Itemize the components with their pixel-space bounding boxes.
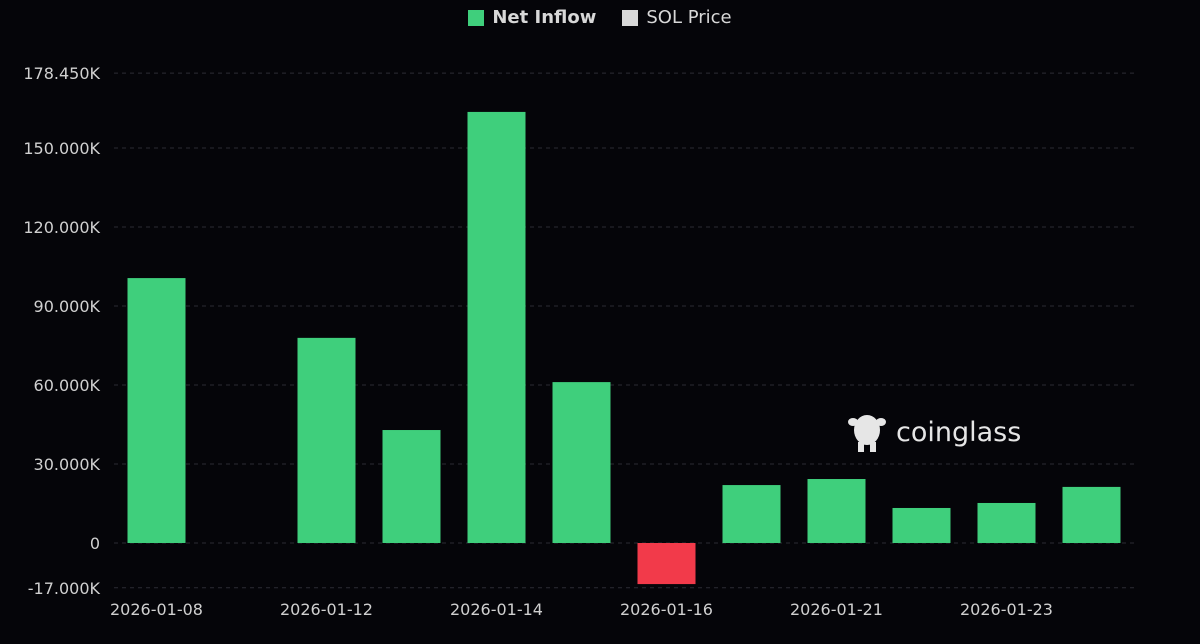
x-tick-label: 2026-01-16 — [620, 600, 713, 619]
legend-swatch — [468, 9, 485, 26]
bar — [297, 337, 356, 543]
y-tick-label: 90.000K — [34, 297, 101, 316]
legend-label: SOL Price — [646, 7, 732, 28]
bar — [382, 430, 441, 543]
bar — [892, 507, 951, 543]
bar — [977, 502, 1036, 543]
bar — [127, 278, 186, 543]
y-tick-label: 178.450K — [23, 64, 100, 83]
y-tick-label: 0 — [90, 534, 100, 553]
bar — [722, 485, 781, 543]
legend: Net Inflow SOL Price — [0, 7, 1200, 28]
legend-swatch — [622, 9, 639, 26]
x-tick-label: 2026-01-14 — [450, 600, 543, 619]
bar — [807, 479, 866, 543]
y-tick-label: 30.000K — [34, 455, 101, 474]
bar — [1062, 486, 1121, 543]
legend-label: Net Inflow — [492, 7, 597, 28]
bar — [467, 111, 526, 543]
x-tick-label: 2026-01-08 — [110, 600, 203, 619]
y-tick-label: -17.000K — [28, 579, 101, 598]
x-tick-label: 2026-01-12 — [280, 600, 373, 619]
coinglass-watermark: coinglass — [848, 410, 1021, 454]
coinglass-logo-icon — [848, 415, 886, 452]
y-tick-label: 120.000K — [23, 218, 100, 237]
legend-item-net-inflow[interactable]: Net Inflow — [468, 7, 596, 28]
x-tick-label: 2026-01-21 — [790, 600, 883, 619]
x-tick-label: 2026-01-23 — [960, 600, 1053, 619]
bar — [552, 382, 611, 543]
legend-item-sol-price[interactable]: SOL Price — [622, 7, 732, 28]
y-tick-label: 60.000K — [34, 376, 101, 395]
bar — [637, 543, 696, 585]
y-tick-label: 150.000K — [23, 139, 100, 158]
watermark-text: coinglass — [896, 416, 1022, 448]
